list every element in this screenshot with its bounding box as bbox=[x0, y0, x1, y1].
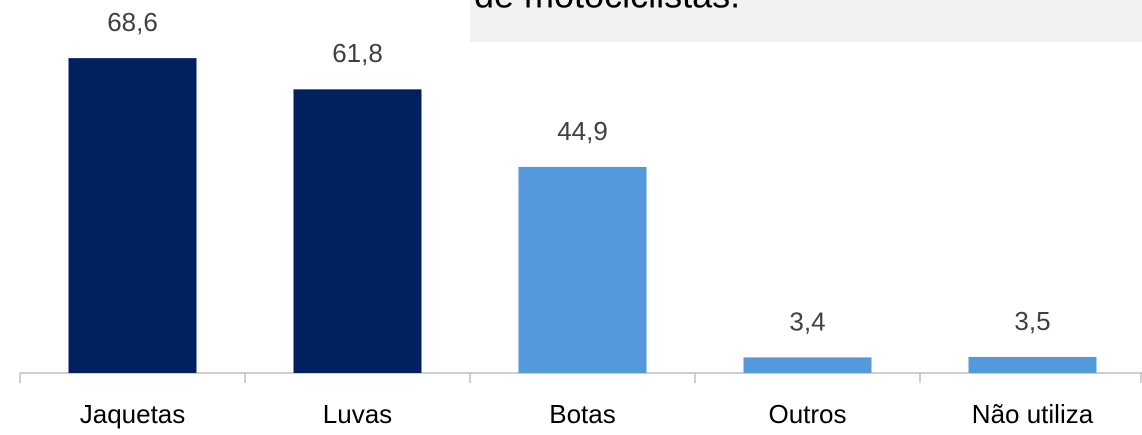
x-tick-label: Luvas bbox=[323, 399, 392, 429]
bar bbox=[968, 356, 1097, 373]
annotation-box bbox=[470, 0, 1142, 42]
annotation: de motociclistas. bbox=[474, 0, 740, 16]
data-label: 61,8 bbox=[332, 38, 383, 68]
bar bbox=[293, 89, 422, 373]
data-label: 68,6 bbox=[107, 7, 158, 37]
data-label: 3,5 bbox=[1014, 306, 1050, 336]
x-tick-label: Botas bbox=[549, 399, 616, 429]
bar bbox=[68, 58, 197, 373]
x-tick-label: Jaquetas bbox=[80, 399, 186, 429]
data-label: 44,9 bbox=[557, 116, 608, 146]
data-label: 3,4 bbox=[789, 306, 825, 336]
x-tick-label: Outros bbox=[768, 399, 846, 429]
bar bbox=[518, 166, 647, 373]
bar bbox=[743, 357, 872, 373]
x-tick-label: Não utiliza bbox=[972, 399, 1094, 429]
